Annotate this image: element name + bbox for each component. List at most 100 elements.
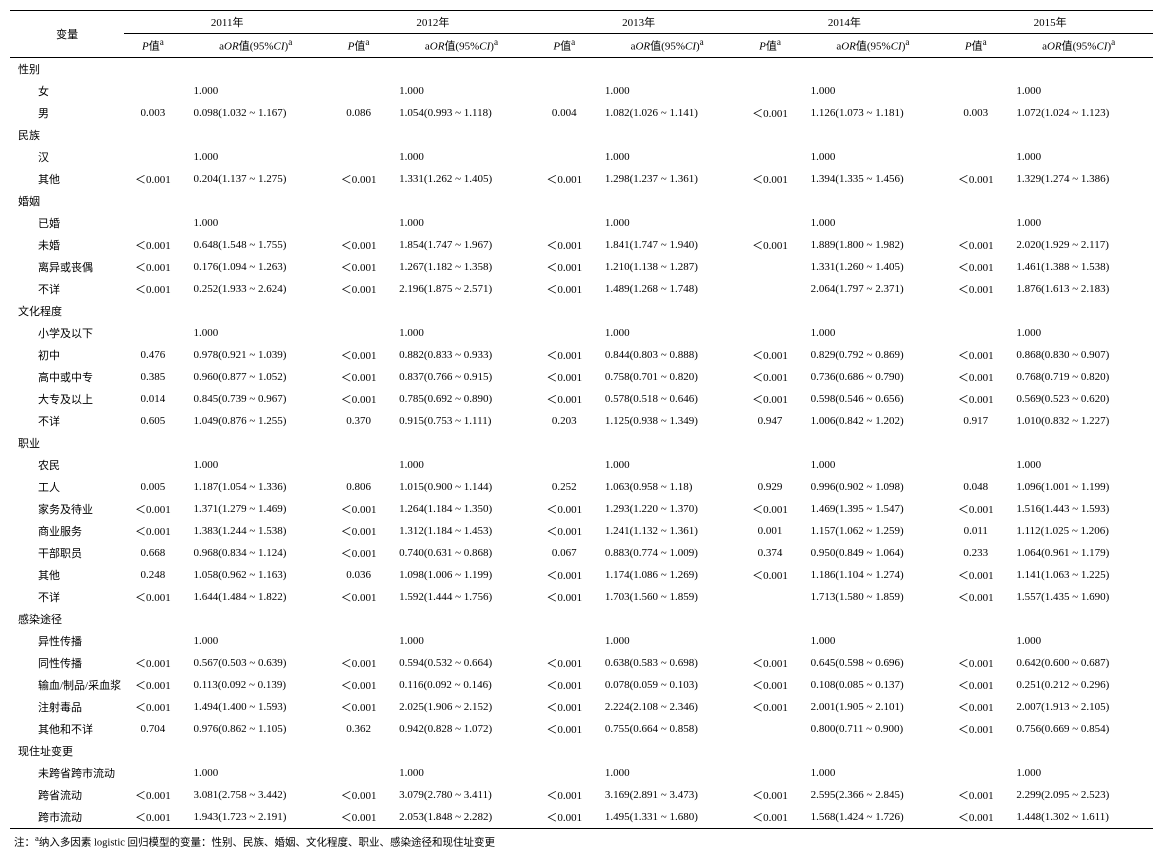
aor-value-cell: 2.064(1.797 ~ 2.371) <box>799 278 948 300</box>
p-value-cell: ＜0.001 <box>330 498 387 520</box>
row-label: 未跨省跨市流动 <box>10 762 124 784</box>
p-value-header: P值a <box>124 34 181 58</box>
data-row: 商业服务＜0.0011.383(1.244 ~ 1.538)＜0.0011.31… <box>10 520 1153 542</box>
aor-value-cell: 2.299(2.095 ~ 2.523) <box>1004 784 1153 806</box>
aor-value-cell: 2.224(2.108 ~ 2.346) <box>593 696 742 718</box>
group-label: 文化程度 <box>10 300 1153 322</box>
data-row: 不详0.6051.049(0.876 ~ 1.255)0.3700.915(0.… <box>10 410 1153 432</box>
row-label: 男 <box>10 102 124 124</box>
year-header: 2013年 <box>536 11 742 34</box>
aor-value-cell: 3.081(2.758 ~ 3.442) <box>181 784 330 806</box>
p-value-cell <box>741 718 798 740</box>
p-value-cell: 0.005 <box>124 476 181 498</box>
group-label: 性别 <box>10 57 1153 80</box>
aor-value-cell: 1.000 <box>1004 322 1153 344</box>
p-value-cell: 0.233 <box>947 542 1004 564</box>
p-value-cell: ＜0.001 <box>536 366 593 388</box>
aor-value-cell: 1.371(1.279 ~ 1.469) <box>181 498 330 520</box>
p-value-cell: ＜0.001 <box>536 168 593 190</box>
data-row: 小学及以下1.0001.0001.0001.0001.000 <box>10 322 1153 344</box>
aor-value-cell: 1.006(0.842 ~ 1.202) <box>799 410 948 432</box>
aor-value-cell: 3.079(2.780 ~ 3.411) <box>387 784 536 806</box>
p-value-cell: 0.929 <box>741 476 798 498</box>
p-value-cell: ＜0.001 <box>741 168 798 190</box>
group-label: 职业 <box>10 432 1153 454</box>
data-row: 未跨省跨市流动1.0001.0001.0001.0001.000 <box>10 762 1153 784</box>
p-value-cell <box>947 80 1004 102</box>
p-value-cell <box>536 80 593 102</box>
p-value-cell <box>330 212 387 234</box>
data-row: 农民1.0001.0001.0001.0001.000 <box>10 454 1153 476</box>
aor-value-cell: 2.595(2.366 ~ 2.845) <box>799 784 948 806</box>
aor-value-cell: 1.394(1.335 ~ 1.456) <box>799 168 948 190</box>
p-value-header: P值a <box>330 34 387 58</box>
p-value-cell: 0.011 <box>947 520 1004 542</box>
aor-value-cell: 1.000 <box>387 212 536 234</box>
p-value-cell: ＜0.001 <box>536 718 593 740</box>
p-value-cell: ＜0.001 <box>741 564 798 586</box>
p-value-cell <box>741 212 798 234</box>
aor-value-cell: 1.713(1.580 ~ 1.859) <box>799 586 948 608</box>
group-label: 感染途径 <box>10 608 1153 630</box>
p-value-cell: 0.067 <box>536 542 593 564</box>
p-value-cell <box>741 586 798 608</box>
row-label: 高中或中专 <box>10 366 124 388</box>
data-row: 离异或丧偶＜0.0010.176(1.094 ~ 1.263)＜0.0011.2… <box>10 256 1153 278</box>
p-value-cell <box>124 212 181 234</box>
row-label: 跨省流动 <box>10 784 124 806</box>
aor-value-cell: 1.000 <box>1004 146 1153 168</box>
p-value-cell: ＜0.001 <box>536 344 593 366</box>
group-row: 性别 <box>10 57 1153 80</box>
year-header: 2012年 <box>330 11 536 34</box>
p-value-cell <box>330 454 387 476</box>
aor-value-cell: 0.942(0.828 ~ 1.072) <box>387 718 536 740</box>
p-value-cell: ＜0.001 <box>947 168 1004 190</box>
p-value-cell: ＜0.001 <box>536 652 593 674</box>
aor-value-cell: 1.058(0.962 ~ 1.163) <box>181 564 330 586</box>
row-label: 不详 <box>10 278 124 300</box>
aor-value-cell: 1.312(1.184 ~ 1.453) <box>387 520 536 542</box>
aor-value-cell: 1.112(1.025 ~ 1.206) <box>1004 520 1153 542</box>
p-value-cell: ＜0.001 <box>124 278 181 300</box>
p-value-cell: 0.004 <box>536 102 593 124</box>
row-label: 同性传播 <box>10 652 124 674</box>
aor-value-cell: 0.116(0.092 ~ 0.146) <box>387 674 536 696</box>
p-value-cell: ＜0.001 <box>536 520 593 542</box>
p-value-cell: ＜0.001 <box>330 542 387 564</box>
p-value-cell: 0.001 <box>741 520 798 542</box>
aor-value-cell: 1.010(0.832 ~ 1.227) <box>1004 410 1153 432</box>
aor-value-cell: 1.000 <box>1004 630 1153 652</box>
aor-value-cell: 1.098(1.006 ~ 1.199) <box>387 564 536 586</box>
p-value-cell <box>947 322 1004 344</box>
group-row: 民族 <box>10 124 1153 146</box>
p-value-cell: ＜0.001 <box>536 586 593 608</box>
p-value-cell: ＜0.001 <box>536 696 593 718</box>
aor-value-cell: 1.000 <box>593 454 742 476</box>
data-row: 初中0.4760.978(0.921 ~ 1.039)＜0.0010.882(0… <box>10 344 1153 366</box>
p-value-cell: ＜0.001 <box>124 652 181 674</box>
aor-value-cell: 1.854(1.747 ~ 1.967) <box>387 234 536 256</box>
aor-value-cell: 1.469(1.395 ~ 1.547) <box>799 498 948 520</box>
group-label: 民族 <box>10 124 1153 146</box>
aor-value-cell: 0.578(0.518 ~ 0.646) <box>593 388 742 410</box>
p-value-cell: 0.252 <box>536 476 593 498</box>
aor-value-cell: 1.000 <box>387 630 536 652</box>
aor-value-cell: 1.298(1.237 ~ 1.361) <box>593 168 742 190</box>
aor-value-cell: 0.915(0.753 ~ 1.111) <box>387 410 536 432</box>
aor-value-cell: 1.000 <box>1004 762 1153 784</box>
p-value-cell: 0.668 <box>124 542 181 564</box>
p-value-cell: ＜0.001 <box>947 674 1004 696</box>
aor-value-cell: 1.000 <box>799 630 948 652</box>
data-row: 高中或中专0.3850.960(0.877 ~ 1.052)＜0.0010.83… <box>10 366 1153 388</box>
p-value-cell: ＜0.001 <box>947 806 1004 829</box>
data-row: 异性传播1.0001.0001.0001.0001.000 <box>10 630 1153 652</box>
aor-value-cell: 1.000 <box>1004 212 1153 234</box>
p-value-cell <box>536 212 593 234</box>
aor-value-cell: 1.000 <box>593 630 742 652</box>
aor-value-cell: 1.000 <box>593 762 742 784</box>
aor-value-cell: 0.976(0.862 ~ 1.105) <box>181 718 330 740</box>
aor-value-cell: 1.174(1.086 ~ 1.269) <box>593 564 742 586</box>
p-value-cell: 0.374 <box>741 542 798 564</box>
aor-value-cell: 2.196(1.875 ~ 2.571) <box>387 278 536 300</box>
aor-value-cell: 0.978(0.921 ~ 1.039) <box>181 344 330 366</box>
